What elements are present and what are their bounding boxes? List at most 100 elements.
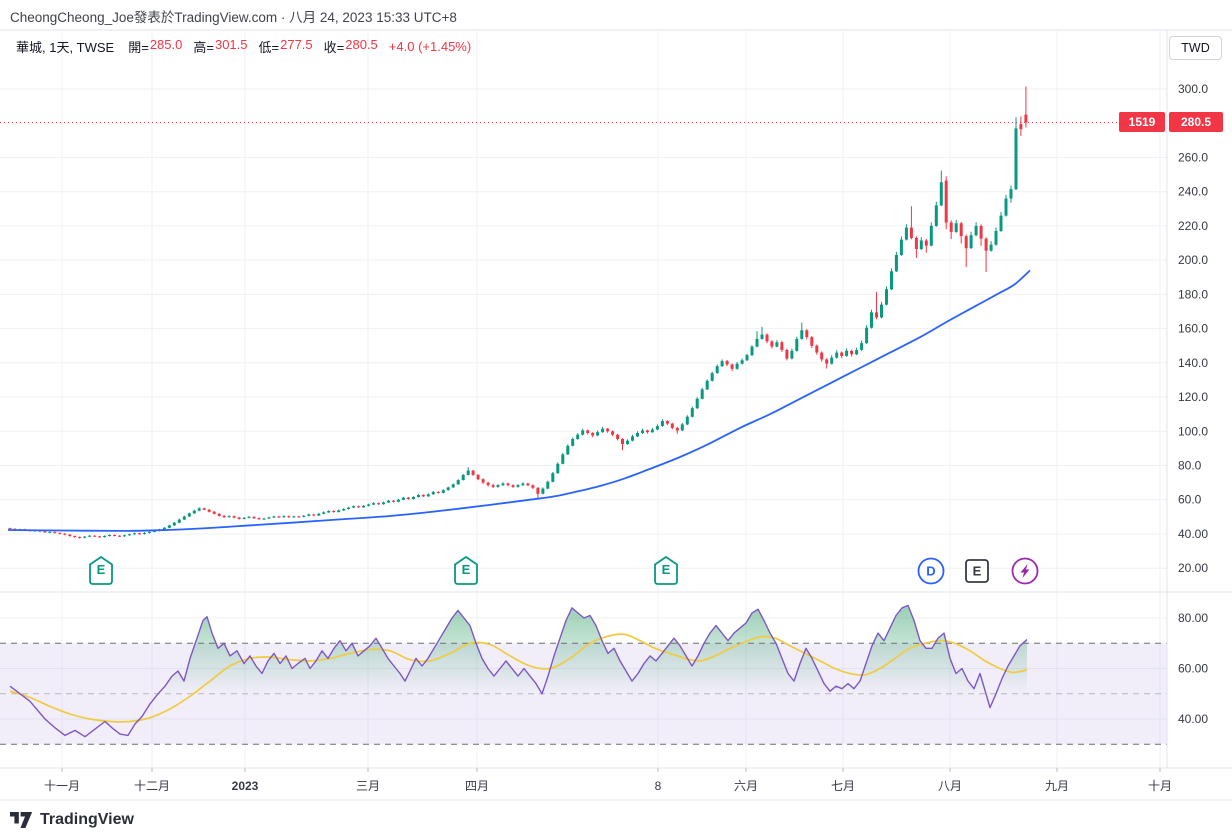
candle xyxy=(780,340,784,352)
candle xyxy=(123,534,126,537)
candle xyxy=(192,509,196,514)
price-axis-label: 300.0 xyxy=(1178,82,1208,96)
split-bolt-icon[interactable] xyxy=(1011,557,1039,585)
candle xyxy=(785,348,789,361)
candle xyxy=(636,431,639,438)
candlestick-series xyxy=(8,86,1028,539)
candle xyxy=(645,429,649,434)
candle xyxy=(501,482,505,486)
time-axis-label: 2023 xyxy=(232,779,259,793)
candle xyxy=(715,364,719,374)
candle xyxy=(108,534,112,537)
candle xyxy=(591,432,595,438)
tradingview-brand-link[interactable]: TradingView xyxy=(10,810,134,830)
candle xyxy=(232,515,236,519)
candle xyxy=(212,511,216,515)
candle xyxy=(581,428,585,436)
candle xyxy=(421,494,425,497)
candle xyxy=(396,498,400,503)
ma-line-blue xyxy=(7,269,1031,532)
svg-text:E: E xyxy=(973,564,982,579)
candle xyxy=(825,358,829,369)
candle xyxy=(655,424,659,431)
candle xyxy=(909,206,913,240)
candle xyxy=(919,237,923,250)
time-axis[interactable]: 十一月 十二月 2023 三月 四月 8 六月 七月 八月 九月 十月 xyxy=(44,768,1172,793)
candle xyxy=(496,484,500,488)
candle xyxy=(894,251,898,273)
svg-text:E: E xyxy=(662,562,671,577)
candle xyxy=(63,533,67,536)
earnings-house-icon[interactable]: E xyxy=(454,555,478,585)
candle xyxy=(531,484,535,489)
candle xyxy=(740,358,744,365)
candle xyxy=(974,222,978,237)
candle xyxy=(332,510,336,513)
candle xyxy=(745,353,749,362)
candle xyxy=(870,309,873,329)
legend-close-value: 280.5 xyxy=(345,37,378,52)
earnings-square-icon[interactable]: E xyxy=(965,559,989,583)
candle xyxy=(760,326,764,340)
candle xyxy=(327,510,331,513)
rsi-pane[interactable] xyxy=(0,604,1167,745)
candle xyxy=(222,515,226,518)
earnings-house-icon[interactable]: E xyxy=(654,555,678,585)
candle xyxy=(845,348,849,357)
candle xyxy=(541,487,545,495)
candle xyxy=(795,336,799,352)
price-axis[interactable]: 300.0 260.0 240.0 220.0 200.0 180.0 160.0 140.0… xyxy=(1178,82,1208,726)
candle xyxy=(790,348,794,360)
candle xyxy=(725,359,729,367)
candle xyxy=(406,497,410,500)
candle xyxy=(641,428,644,434)
candle xyxy=(177,518,181,524)
candle xyxy=(1024,86,1028,128)
legend-high-label: 高= xyxy=(193,40,214,55)
candle xyxy=(680,422,684,432)
candle xyxy=(411,496,415,500)
candle xyxy=(705,379,709,390)
candle xyxy=(650,427,654,433)
price-axis-label: 80.0 xyxy=(1178,459,1202,473)
candle xyxy=(989,241,993,252)
tradingview-logo-icon xyxy=(10,810,33,830)
candle xyxy=(890,268,893,291)
candle xyxy=(352,505,356,509)
time-axis-label: 六月 xyxy=(734,779,758,793)
price-axis-label: 260.0 xyxy=(1178,151,1208,165)
candle xyxy=(431,491,435,495)
dividend-circle-icon[interactable]: D xyxy=(917,557,945,585)
candle xyxy=(516,484,520,488)
candle xyxy=(840,351,844,359)
currency-button[interactable]: TWD xyxy=(1169,36,1222,60)
rsi-overbought-fill xyxy=(10,605,1027,694)
candle xyxy=(526,482,530,487)
candle xyxy=(521,482,525,486)
candle xyxy=(820,351,824,362)
main-pane[interactable] xyxy=(0,86,1167,539)
tradingview-brand-text: TradingView xyxy=(40,811,134,828)
candle xyxy=(830,355,834,365)
candle xyxy=(964,234,968,267)
candle xyxy=(197,507,201,512)
candle xyxy=(665,420,669,426)
candle xyxy=(68,534,72,537)
last-price-badge: 280.5 xyxy=(1169,112,1223,132)
candle xyxy=(113,534,117,537)
candle xyxy=(835,350,839,359)
candle xyxy=(167,524,171,529)
time-axis-label: 十月 xyxy=(1148,779,1172,793)
candle xyxy=(382,501,385,505)
candle xyxy=(939,170,943,207)
candle xyxy=(855,347,859,356)
candle xyxy=(83,536,87,539)
candle xyxy=(436,491,440,494)
earnings-house-icon[interactable]: E xyxy=(89,555,113,585)
candle xyxy=(252,516,256,519)
candle xyxy=(566,444,570,455)
legend-close: 收= 280.5 xyxy=(324,37,378,56)
candle xyxy=(446,486,450,491)
